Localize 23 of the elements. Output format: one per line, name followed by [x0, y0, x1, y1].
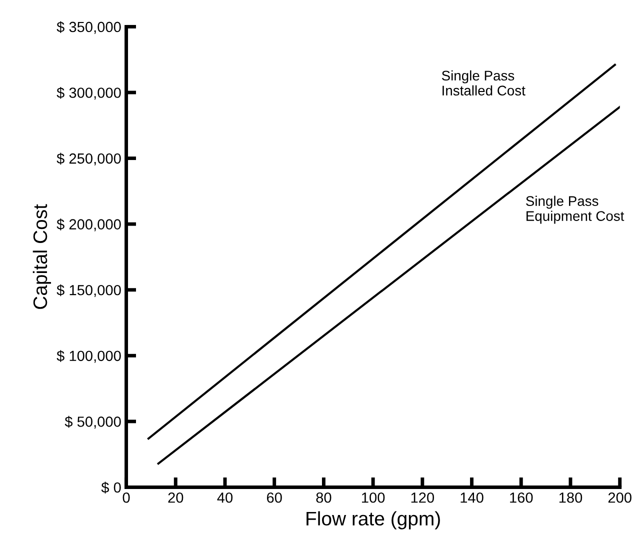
- x-tick-label: 200: [608, 492, 632, 503]
- y-tick-label: $ 250,000: [56, 152, 121, 166]
- x-tick-label: 0: [122, 492, 130, 503]
- x-tick-label: 100: [362, 492, 385, 503]
- y-tick-label: $ 150,000: [56, 284, 121, 298]
- y-tick-label: $ 100,000: [56, 350, 121, 363]
- x-tick-label: 140: [460, 492, 484, 503]
- x-tick-label: 180: [559, 492, 582, 503]
- y-tick-label: $ 50,000: [64, 416, 121, 429]
- y-axis-title: Capital Cost: [32, 204, 51, 309]
- series-label: Single Pass Equipment Cost: [526, 196, 624, 224]
- x-tick-label: 120: [411, 492, 434, 503]
- y-tick-label: $ 0: [101, 482, 121, 494]
- y-tick-label: $ 200,000: [56, 218, 121, 232]
- text: Single Pass Installed Cost: [442, 70, 526, 96]
- x-tick-label: 60: [266, 492, 282, 503]
- x-tick-label: 20: [168, 492, 184, 503]
- x-tick-label: 40: [217, 492, 233, 503]
- x-tick-label: 160: [510, 492, 533, 503]
- y-tick-label: $ 300,000: [56, 86, 121, 100]
- y-tick-label: $ 350,000: [56, 21, 121, 34]
- x-tick-label: 80: [316, 492, 332, 503]
- x-axis-title: Flow rate (gpm): [306, 511, 440, 530]
